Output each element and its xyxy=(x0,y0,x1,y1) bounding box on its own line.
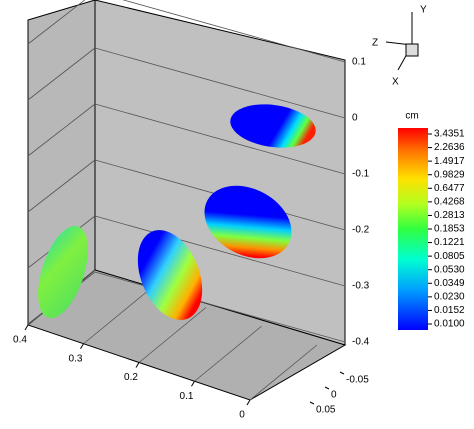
tick-mark xyxy=(24,324,29,331)
triad xyxy=(385,12,419,71)
triad-label: Z xyxy=(372,38,378,49)
colorbar-label: 0.2813 xyxy=(434,210,465,221)
colorbar-label: 0.0349 xyxy=(434,278,465,289)
colorbar-label: 0.4268 xyxy=(434,196,465,207)
tick-mark xyxy=(246,399,251,406)
triad-label: Y xyxy=(420,5,427,16)
grid-line xyxy=(94,215,346,287)
grid-line xyxy=(138,307,207,363)
grid-line xyxy=(27,159,96,213)
z-tick-label: 0.1 xyxy=(180,391,194,402)
surface xyxy=(137,230,203,320)
colorbar-label: 0.0152 xyxy=(434,305,465,316)
colorbar-label: 0.9829 xyxy=(434,169,465,180)
colorbar-label: 0.0100 xyxy=(434,319,465,330)
colorbar-label: 0.1853 xyxy=(434,224,465,235)
grid-line xyxy=(27,0,86,45)
x-tick-label: -0.05 xyxy=(346,375,369,386)
z-tick-label: 0.4 xyxy=(13,335,27,346)
colorbar-label: 3.4351 xyxy=(434,129,465,140)
x-tick-label: 0 xyxy=(331,390,337,401)
grid-line xyxy=(94,47,346,119)
colorbar-label: 0.0805 xyxy=(434,251,465,262)
grid-line xyxy=(249,344,318,401)
y-tick-label: -0.1 xyxy=(352,169,370,180)
tick-mark xyxy=(80,343,84,350)
y-tick-label: -0.2 xyxy=(352,225,370,236)
y-tick-label: -0.3 xyxy=(352,281,370,292)
surface xyxy=(38,225,88,319)
z-tick-label: 0.2 xyxy=(124,372,138,383)
colorbar-title: cm xyxy=(405,111,418,122)
z-tick-label: 0.3 xyxy=(69,353,83,364)
tick-mark xyxy=(324,386,330,390)
grid-line xyxy=(194,325,262,382)
colorbar-label: 0.6477 xyxy=(434,183,465,194)
y-tick-label: -0.4 xyxy=(352,337,370,348)
y-tick-label: 0 xyxy=(352,113,358,124)
grid-line xyxy=(94,271,346,343)
colorbar xyxy=(398,128,428,330)
grid-line xyxy=(83,288,151,345)
z-tick-label: 0 xyxy=(239,410,245,421)
y-tick-label: 0.1 xyxy=(352,57,366,68)
surface xyxy=(204,185,292,259)
x-tick-label: 0.05 xyxy=(316,405,336,416)
tick-mark xyxy=(135,362,140,368)
colorbar-label: 2.2636 xyxy=(434,142,465,153)
triad-label: X xyxy=(392,77,399,88)
colorbar-label: 0.0230 xyxy=(434,291,465,302)
colorbar-label: 1.4917 xyxy=(434,156,465,167)
surface xyxy=(230,104,316,148)
tick-mark xyxy=(309,401,315,405)
grid-line xyxy=(27,47,96,101)
colorbar-label: 0.0530 xyxy=(434,264,465,275)
grid-line xyxy=(94,103,346,175)
colorbar-label: 0.1221 xyxy=(434,237,465,248)
tick-mark xyxy=(339,371,345,375)
tick-mark xyxy=(191,380,195,387)
grid-line xyxy=(27,103,96,157)
grid-line xyxy=(122,0,346,63)
